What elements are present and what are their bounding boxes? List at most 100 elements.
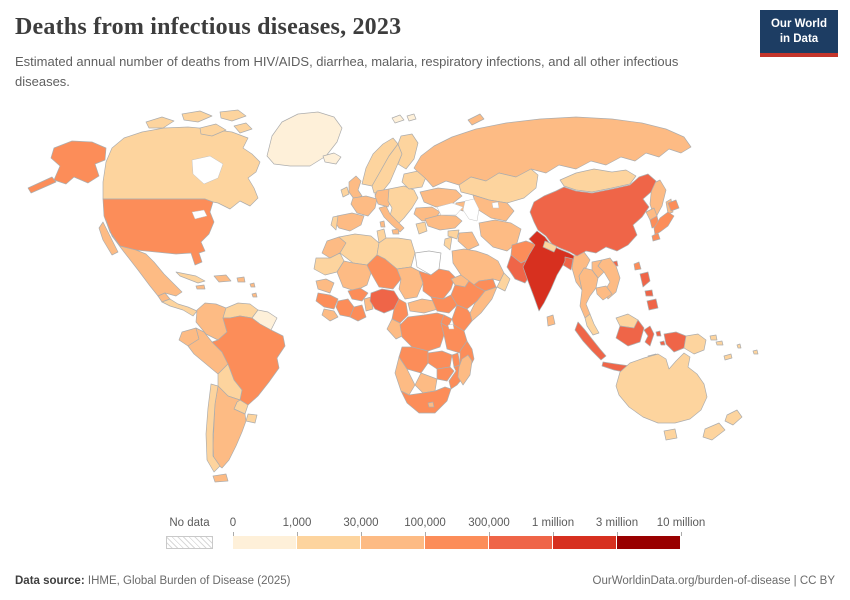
country-uruguay (245, 413, 258, 424)
country-botswana (414, 372, 438, 394)
country-iceland (322, 152, 342, 165)
water-body (191, 155, 224, 185)
country-lesotho (427, 401, 435, 408)
legend-swatch-100-000-300-000 (425, 536, 488, 549)
legend-tick (361, 532, 362, 536)
legend-tick-label: 1 million (531, 517, 575, 529)
country-canada (181, 110, 213, 123)
country-indonesia (615, 319, 645, 347)
country-argentina (212, 385, 247, 469)
country-chile (205, 383, 221, 473)
country-indonesia (659, 340, 666, 346)
country-gabon-and-congo (386, 318, 405, 340)
country-iraq (457, 231, 480, 251)
legend-tick (297, 532, 298, 536)
country-lesser-antilles (249, 282, 256, 288)
country-italy (378, 205, 405, 233)
country-canada (199, 123, 227, 137)
country-japan (667, 199, 680, 212)
country-pacific-islands (723, 353, 733, 361)
country-sierra-leone-and-liberia (321, 308, 339, 322)
legend-color-bar: 0 1,000 30,000 100,000 300,000 1 million 3 mil… (230, 517, 705, 549)
country-indonesia (574, 321, 607, 361)
country-syria (447, 229, 460, 240)
country-oman (496, 272, 511, 292)
country-united-states (102, 198, 215, 266)
legend-tick (617, 532, 618, 536)
country-indonesia (663, 331, 687, 353)
legend-tick (489, 532, 490, 536)
country-philippines (639, 271, 651, 288)
country-papua-new-guinea (715, 340, 724, 346)
country-papua-new-guinea (683, 333, 707, 355)
legend-tick-label: 3 million (595, 517, 639, 529)
country-canada (102, 126, 261, 210)
country-mongolia (559, 168, 637, 193)
country-south-africa (400, 386, 452, 414)
country-italy (391, 228, 400, 235)
chart-footer: Data source: IHME, Global Burden of Dise… (15, 575, 835, 587)
country-indonesia (655, 330, 662, 337)
country-tanzania (440, 322, 468, 354)
country-united-states (50, 140, 107, 185)
world-map-svg (27, 109, 759, 483)
country-brazil (211, 315, 286, 406)
country-malaysia (584, 313, 600, 336)
country-malawi (451, 352, 461, 368)
country-svalbard (406, 113, 417, 122)
country-italy (379, 220, 386, 228)
country-bangladesh (562, 256, 574, 271)
country-mexico (105, 219, 183, 297)
country-philippines (644, 289, 654, 297)
chart-subtitle: Estimated annual number of deaths from H… (15, 54, 679, 89)
legend-tick (681, 532, 682, 536)
legend-tick-label: 100,000 (404, 517, 446, 529)
country-zambia (427, 350, 453, 370)
country-united-states (27, 176, 57, 194)
country-iran (478, 219, 522, 252)
legend-tick-label: 1,000 (282, 517, 312, 529)
world-map (0, 103, 850, 505)
data-source-value: IHME, Global Burden of Disease (2025) (87, 575, 291, 587)
license-note: OurWorldinData.org/burden-of-disease | C… (592, 575, 835, 587)
water-body (462, 198, 480, 222)
country-argentina (212, 473, 229, 483)
legend-tick-label: 300,000 (468, 517, 510, 529)
country-turkey (424, 214, 463, 231)
country-new-zealand (702, 422, 726, 441)
logo-line-2: in Data (779, 32, 819, 45)
water-body (191, 209, 208, 220)
country-jordan-and-israel (443, 236, 453, 251)
country-ireland (340, 186, 350, 198)
water-body (447, 323, 455, 330)
legend-tick-label: 10 million (656, 517, 706, 529)
country-indonesia (643, 325, 655, 347)
no-data-swatch (166, 536, 213, 549)
legend-swatch-30-000-100-000 (361, 536, 424, 549)
country-pacific-islands (752, 349, 759, 355)
country-papua-new-guinea (709, 334, 718, 341)
country-ghana (349, 304, 367, 322)
legend-swatch-3-million-10-million (617, 536, 680, 549)
owid-logo: Our World in Data (760, 10, 838, 57)
country-cambodia (595, 285, 613, 301)
country-china (529, 173, 657, 257)
logo-line-1: Our World (770, 18, 827, 30)
legend-swatch-0-1-000 (233, 536, 296, 549)
country-madagascar (457, 354, 473, 386)
country-mexico (98, 221, 119, 256)
country-democratic-republic-of-congo (399, 312, 445, 352)
legend-swatch-1-million-3-million (553, 536, 616, 549)
legend-tick (425, 532, 426, 536)
country-jamaica (195, 284, 206, 290)
country-guinea (315, 292, 339, 310)
country-central-america (161, 298, 198, 317)
country-svalbard (391, 114, 405, 124)
country-canada (219, 109, 247, 122)
country-zimbabwe (436, 366, 455, 382)
country-taiwan (633, 261, 642, 271)
legend-swatch-1-000-30-000 (297, 536, 360, 549)
country-portugal (330, 215, 339, 231)
data-source-label: Data source: (15, 575, 85, 587)
